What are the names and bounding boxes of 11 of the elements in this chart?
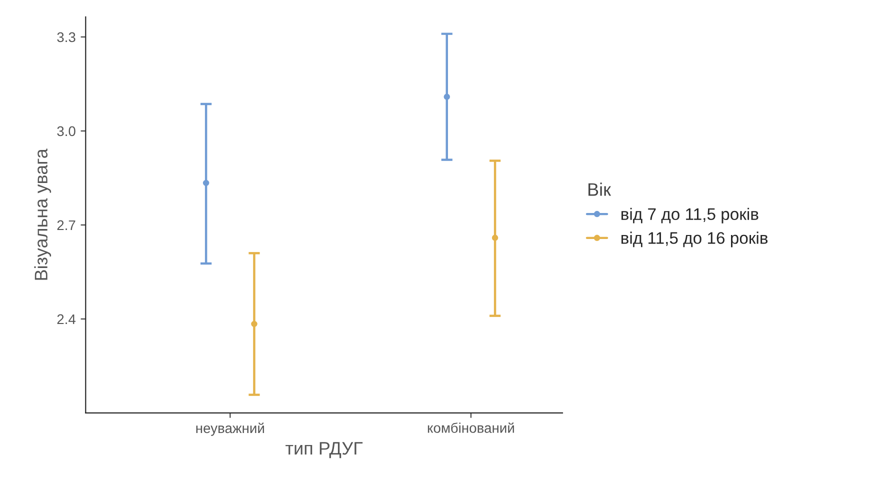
x-tick-label: комбінований	[428, 422, 514, 433]
x-axis-title: тип РДУГ	[286, 442, 363, 458]
y-axis-title: Візуальна увага	[34, 148, 52, 280]
y-tick-label: 3.3	[57, 32, 76, 42]
legend-title: Вік	[588, 182, 612, 196]
y-tick-label: 2.7	[57, 220, 76, 230]
legend-label: від 7 до 11,5 років	[621, 208, 758, 224]
y-tick-label: 3.0	[57, 126, 76, 136]
x-tick-label: неуважний	[196, 422, 264, 436]
y-tick-label: 2.4	[57, 314, 76, 324]
legend-label: від 11,5 до 16 років	[621, 232, 768, 248]
